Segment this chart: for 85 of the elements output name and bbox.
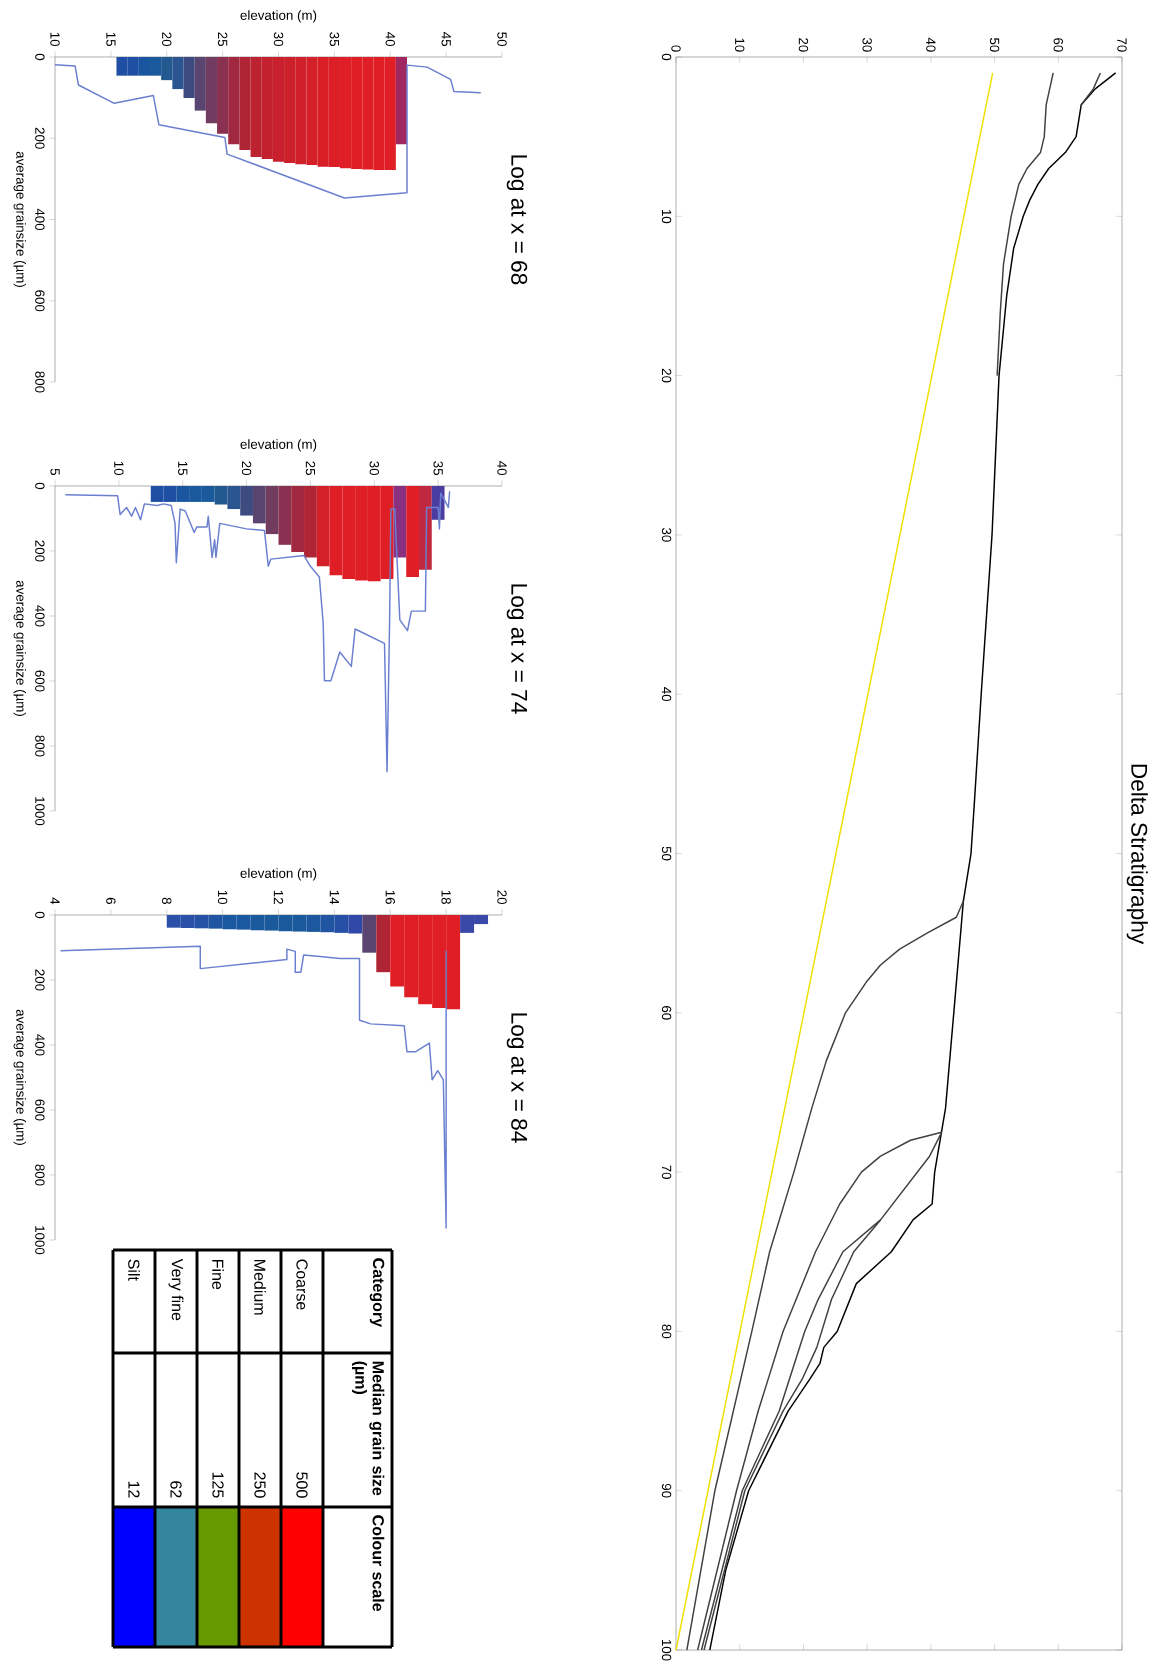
x-tick-label: 16 [385, 890, 395, 905]
category-label: Silt [128, 1259, 140, 1281]
category-label: Medium [254, 1260, 266, 1315]
x-axis-title: elevation (m) [240, 439, 317, 452]
x-tick-label: 25 [305, 461, 316, 476]
y-axis-title: average grainsize (µm) [13, 1009, 26, 1145]
x-tick-label: 35 [433, 461, 443, 476]
text: Colour scale [372, 1515, 385, 1612]
text: Log at x = 74 [506, 584, 528, 714]
y-tick-label: 80 [661, 1324, 672, 1339]
y-tick-label: 600 [35, 290, 45, 312]
text: 125 [212, 1472, 224, 1498]
text: 62 [170, 1481, 182, 1498]
x-tick-label: 25 [217, 32, 228, 47]
x-tick-label: 10 [217, 890, 228, 905]
category-label: Very fine [168, 1258, 184, 1321]
x-axis-title: elevation (m) [240, 10, 317, 23]
x-tick-label: 20 [798, 38, 809, 52]
y-tick-label: 400 [35, 1034, 45, 1056]
x-tick-label: 18 [441, 890, 451, 905]
y-tick-label: 100 [661, 1639, 672, 1661]
x-tick-label: 8 [162, 897, 172, 905]
y-tick-label: 800 [35, 371, 45, 393]
x-tick-label: 14 [329, 890, 339, 905]
y-tick-label: 70 [661, 1165, 672, 1180]
y-tick-label: 0 [35, 911, 45, 919]
x-tick-label: 40 [497, 461, 507, 476]
x-tick-label: 15 [106, 32, 116, 47]
y-tick-label: 600 [35, 1099, 45, 1121]
x-tick-label: 4 [50, 897, 60, 905]
x-tick-label: 20 [497, 890, 507, 905]
y-tick-label: 800 [35, 735, 45, 757]
y-axis-title: average grainsize (µm) [13, 151, 26, 287]
x-tick-label: 6 [106, 897, 116, 905]
text: 12 [128, 1481, 140, 1498]
y-tick-label: 40 [661, 687, 672, 702]
y-tick-label: 400 [35, 605, 45, 627]
y-tick-label: 400 [35, 208, 45, 231]
text: Median grain size (µm) [352, 1361, 385, 1496]
x-tick-label: 40 [926, 37, 936, 52]
y-tick-label: 10 [661, 209, 672, 224]
x-tick-label: 70 [1117, 38, 1127, 52]
y-tick-label: 200 [35, 127, 45, 149]
x-tick-label: 20 [241, 461, 252, 476]
y-axis-title: average grainsize (µm) [13, 580, 26, 716]
x-tick-label: 50 [989, 38, 1000, 52]
text: 500 [296, 1472, 308, 1498]
x-tick-label: 60 [1053, 38, 1063, 52]
x-axis-title: elevation (m) [240, 868, 317, 881]
y-tick-label: 0 [35, 482, 45, 490]
y-tick-label: 30 [661, 528, 672, 542]
x-tick-label: 50 [497, 32, 507, 47]
y-tick-label: 200 [35, 969, 45, 991]
x-tick-label: 10 [735, 38, 745, 52]
x-tick-label: 5 [50, 468, 60, 476]
x-tick-label: 30 [369, 461, 379, 476]
x-tick-label: 20 [162, 32, 172, 47]
y-tick-label: 0 [661, 53, 672, 61]
y-tick-label: 1000 [35, 1226, 45, 1255]
y-tick-label: 800 [35, 1164, 45, 1186]
y-tick-label: 600 [35, 670, 45, 692]
x-tick-label: 10 [50, 32, 60, 47]
x-tick-label: 15 [178, 461, 188, 476]
x-tick-label: 0 [671, 45, 681, 52]
x-tick-label: 30 [862, 37, 872, 52]
y-tick-label: 1000 [35, 797, 45, 826]
x-tick-label: 30 [273, 32, 284, 47]
y-tick-label: 60 [661, 1006, 672, 1020]
x-tick-label: 45 [441, 32, 451, 47]
text: Category [369, 1258, 385, 1327]
y-tick-label: 200 [35, 540, 45, 562]
y-tick-label: 20 [661, 368, 672, 383]
y-tick-label: 0 [35, 53, 45, 61]
text: Log at x = 68 [506, 155, 528, 285]
x-tick-label: 12 [273, 890, 284, 904]
text: 250 [254, 1472, 266, 1498]
y-tick-label: 90 [661, 1483, 672, 1498]
x-tick-label: 10 [114, 461, 124, 476]
x-tick-label: 40 [385, 32, 395, 47]
text: Log at x = 84 [506, 1013, 528, 1143]
y-tick-label: 50 [661, 846, 672, 861]
text: Delta Stratigraphy [1126, 764, 1148, 945]
category-label: Fine [212, 1260, 224, 1290]
x-tick-label: 35 [329, 32, 340, 47]
category-label: Coarse [296, 1259, 308, 1310]
